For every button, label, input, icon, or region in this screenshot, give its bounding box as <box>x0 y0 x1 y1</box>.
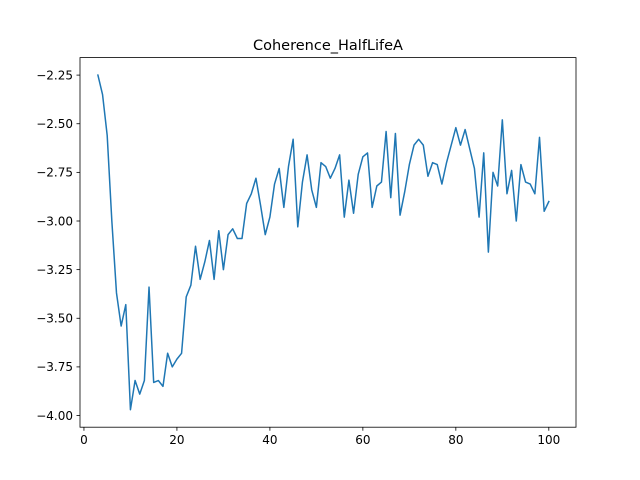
series-layer <box>96 74 550 411</box>
y-tick-label: −4.00 <box>36 409 73 423</box>
plot-frame <box>79 57 577 428</box>
x-tick-label: 0 <box>80 433 88 447</box>
y-axis-ticks: −4.00 −3.75 −3.50 −3.25 −3.00 −2.75 −2.50 −2.25 <box>36 68 80 423</box>
plot-area <box>80 57 576 428</box>
y-tick-label: −2.75 <box>36 166 73 180</box>
series-line-0 <box>96 74 550 411</box>
x-tick-label: 60 <box>355 433 370 447</box>
x-tick-label: 100 <box>537 433 560 447</box>
y-tick-label: −3.25 <box>36 263 73 277</box>
y-tick-label: −3.50 <box>36 312 73 326</box>
y-tick-label: −3.75 <box>36 360 73 374</box>
x-tick-label: 80 <box>448 433 463 447</box>
axes-layer <box>79 57 577 428</box>
x-tick-label: 40 <box>262 433 277 447</box>
y-tick-label: −2.25 <box>36 68 73 82</box>
y-tick-label: −3.00 <box>36 214 73 228</box>
x-tick-label: 20 <box>169 433 184 447</box>
x-axis-ticks: 0 20 40 60 80 100 <box>80 427 560 447</box>
y-tick-label: −2.50 <box>36 117 73 131</box>
chart-title: Coherence_HalfLifeA <box>253 38 403 54</box>
